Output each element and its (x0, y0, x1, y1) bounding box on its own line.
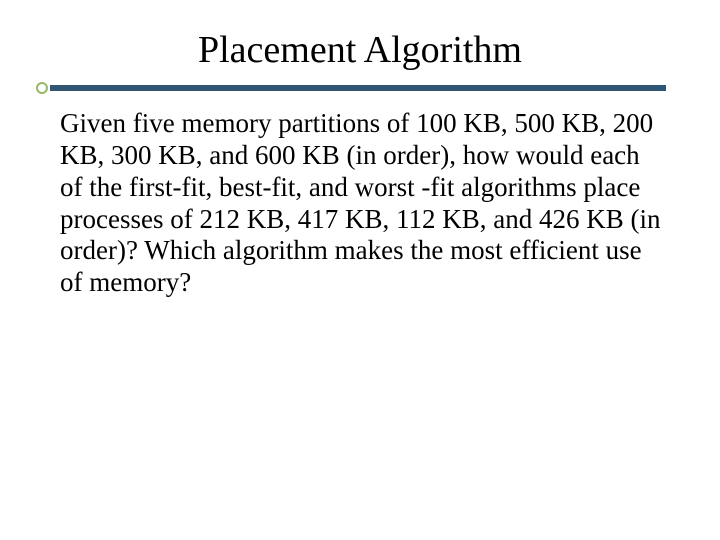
horizontal-rule (50, 85, 666, 91)
bullet-dot-icon (36, 82, 48, 94)
slide-body-text: Given five memory partitions of 100 KB, … (60, 108, 668, 299)
title-underline (36, 82, 666, 94)
slide: Placement Algorithm Given five memory pa… (0, 0, 720, 540)
slide-title: Placement Algorithm (198, 28, 522, 72)
title-area: Placement Algorithm (0, 28, 720, 72)
